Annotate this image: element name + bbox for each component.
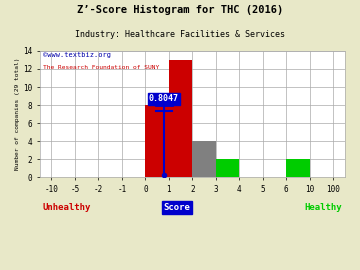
- Text: ©www.textbiz.org: ©www.textbiz.org: [43, 52, 111, 58]
- Text: Industry: Healthcare Facilities & Services: Industry: Healthcare Facilities & Servic…: [75, 30, 285, 39]
- Bar: [216, 159, 239, 177]
- Text: Healthy: Healthy: [304, 203, 342, 212]
- Bar: [192, 141, 216, 177]
- Bar: [145, 105, 169, 177]
- Bar: [286, 159, 310, 177]
- Text: The Research Foundation of SUNY: The Research Foundation of SUNY: [43, 65, 159, 70]
- Bar: [169, 60, 192, 177]
- Text: Score: Score: [164, 203, 190, 212]
- Y-axis label: Number of companies (29 total): Number of companies (29 total): [15, 58, 20, 170]
- Text: Z’-Score Histogram for THC (2016): Z’-Score Histogram for THC (2016): [77, 5, 283, 15]
- Text: Unhealthy: Unhealthy: [43, 203, 91, 212]
- Text: 0.8047: 0.8047: [149, 94, 179, 103]
